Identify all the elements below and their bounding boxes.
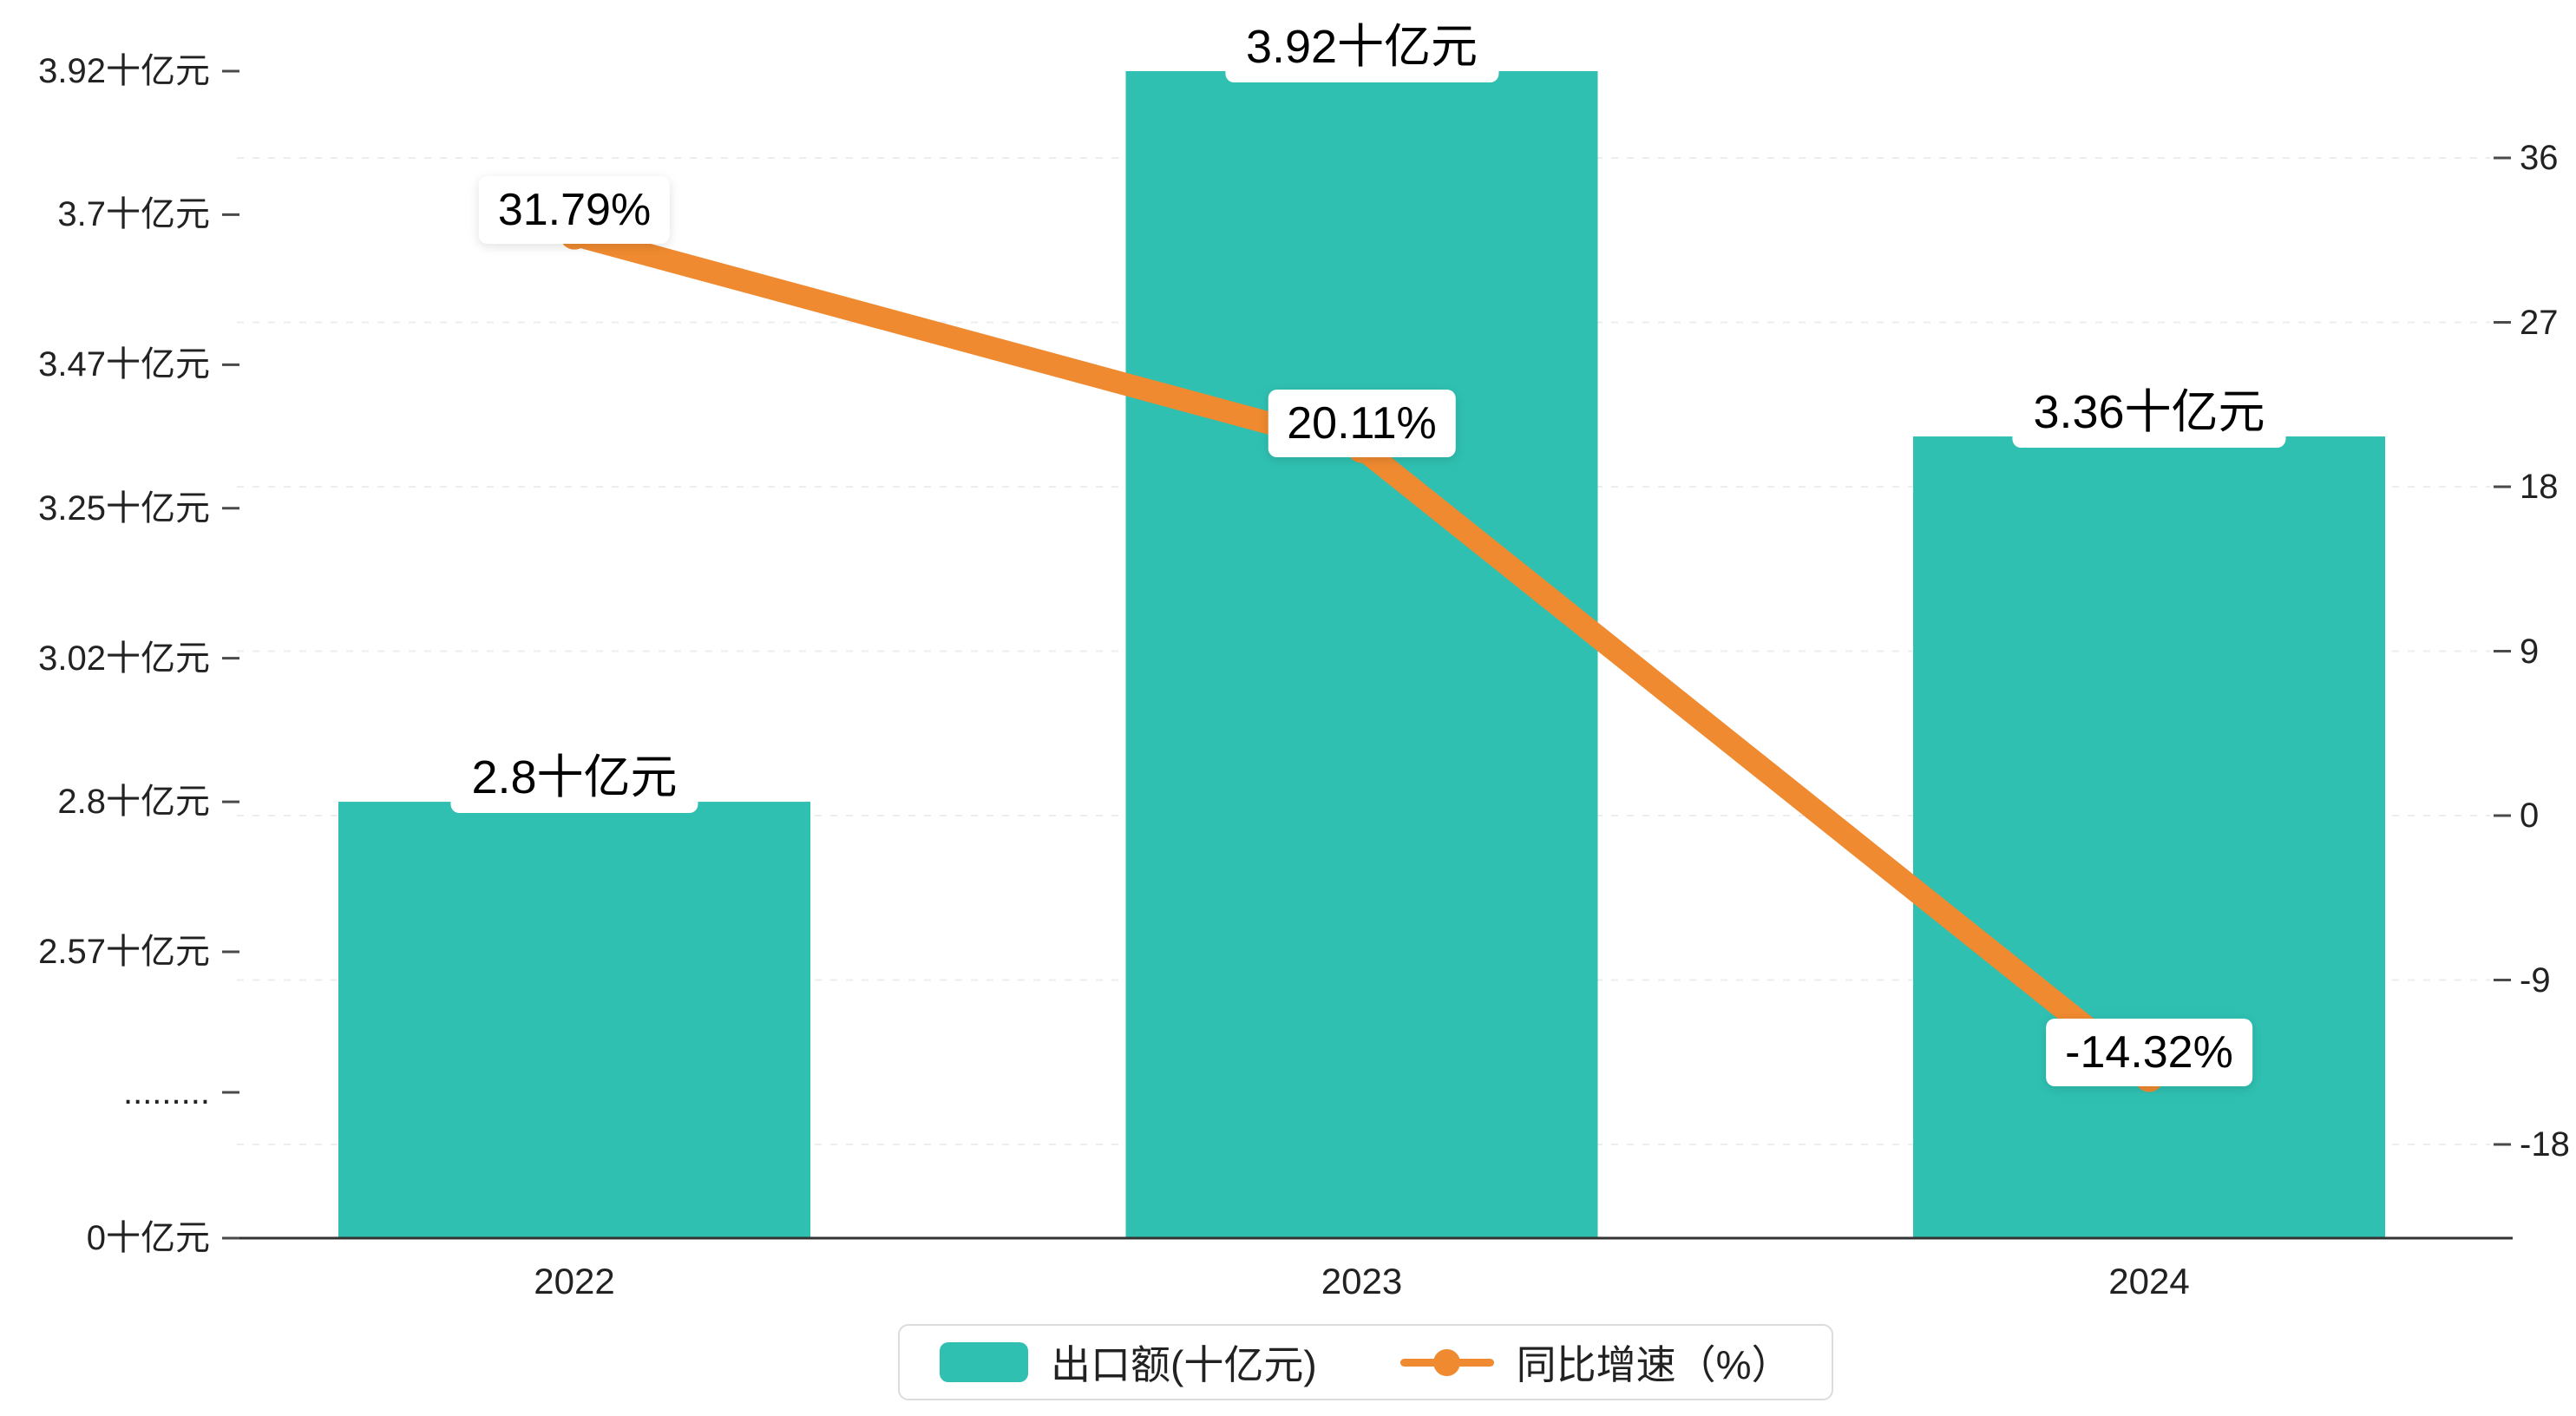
right-axis-tick-label: 36 xyxy=(2520,139,2559,177)
x-axis-category-label: 2023 xyxy=(1321,1261,1403,1301)
legend-item-growth[interactable]: 同比增速（%） xyxy=(1399,1334,1792,1391)
left-axis-tick-label: 2.57十亿元 xyxy=(38,933,210,971)
right-axis-tick-label: 9 xyxy=(2520,632,2540,671)
left-axis-tick-label: 3.02十亿元 xyxy=(38,639,210,678)
bar-2022 xyxy=(338,802,810,1238)
line-value-label: -14.32% xyxy=(2046,1018,2252,1086)
legend-label-export: 出口额(十亿元) xyxy=(1051,1342,1317,1387)
legend-label-growth: 同比增速（%） xyxy=(1516,1342,1792,1387)
left-axis-tick-label: 2.8十亿元 xyxy=(57,783,210,822)
left-axis-tick-label: 3.47十亿元 xyxy=(38,345,210,384)
left-axis-tick-label: 0十亿元 xyxy=(86,1219,210,1257)
right-axis-tick-label: 27 xyxy=(2520,303,2559,342)
right-axis-tick-label: 18 xyxy=(2520,468,2559,506)
right-axis-tick-label: 0 xyxy=(2520,796,2540,835)
bar-value-label: 2.8十亿元 xyxy=(450,742,698,814)
right-axis-tick-label: -18 xyxy=(2520,1125,2570,1164)
bar-value-label: 3.36十亿元 xyxy=(2012,377,2286,449)
bar-value-label: 3.92十亿元 xyxy=(1224,11,1499,82)
x-axis-category-label: 2022 xyxy=(534,1261,615,1301)
left-axis-tick-label: 3.92十亿元 xyxy=(38,52,210,90)
bar-2023 xyxy=(1125,71,1598,1238)
legend: 出口额(十亿元) 同比增速（%） xyxy=(898,1324,1833,1400)
x-axis-category-label: 2024 xyxy=(2108,1261,2190,1301)
bar-2024 xyxy=(1913,436,2385,1238)
right-axis-tick-label: -9 xyxy=(2520,960,2551,1000)
bar-swatch-icon xyxy=(940,1342,1028,1382)
line-dot-icon xyxy=(1399,1342,1494,1382)
legend-item-export[interactable]: 出口额(十亿元) xyxy=(940,1334,1317,1391)
line-value-label: 31.79% xyxy=(478,175,671,244)
left-axis-tick-label: 3.25十亿元 xyxy=(38,488,210,528)
left-axis-tick-label: 3.7十亿元 xyxy=(57,195,210,234)
line-value-label: 20.11% xyxy=(1268,389,1456,457)
left-axis-tick-label: ......... xyxy=(122,1073,210,1111)
